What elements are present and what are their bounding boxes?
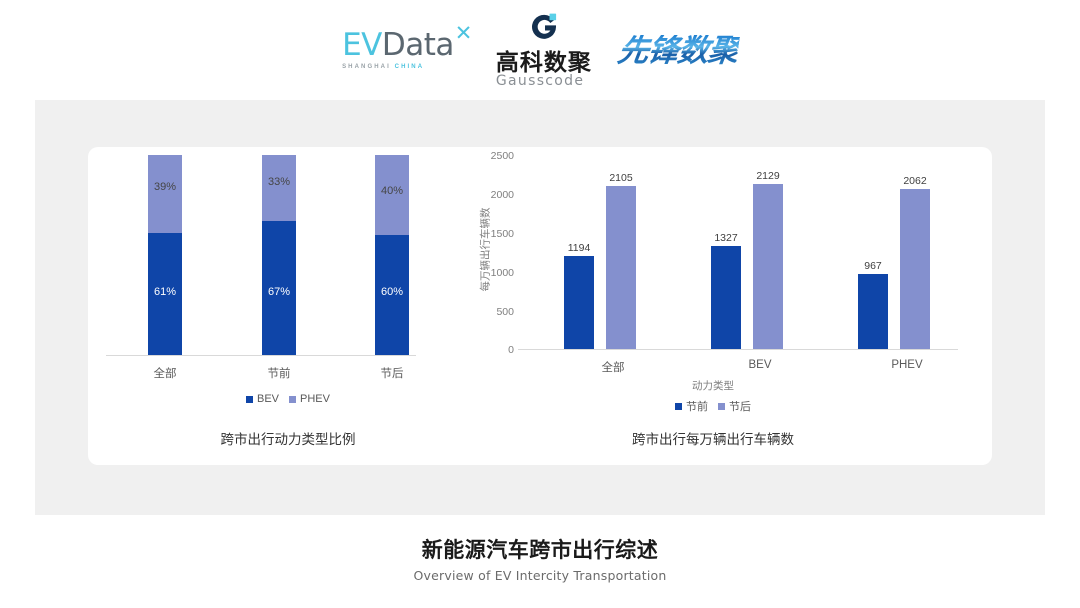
right-chart-y-axis-title: 每万辆出行车辆数 <box>479 207 492 292</box>
left-chart-axis <box>106 355 416 356</box>
right-chart-x-axis-title: 动力类型 <box>692 380 734 392</box>
footer-title-en: Overview of EV Intercity Transportation <box>413 568 667 583</box>
right-ytick-0: 0 <box>508 344 514 356</box>
left-cat-label-0: 全部 <box>153 368 177 380</box>
bar-jiehou-1[interactable] <box>753 184 783 349</box>
legend-label-phev: PHEV <box>300 393 330 405</box>
footer-title-cn: 新能源汽车跨市出行综述 <box>421 539 659 562</box>
x-mark-icon: ✕ <box>454 21 473 45</box>
slide-footer: 新能源汽车跨市出行综述 Overview of EV Intercity Tra… <box>0 534 1080 583</box>
legend-item-phev[interactable]: PHEV <box>289 393 330 405</box>
legend-item-jiehou[interactable]: 节后 <box>718 398 751 414</box>
bar-value-jieqian-0: 1194 <box>567 242 591 254</box>
evdata-tagline-shanghai: SHANGHAI <box>342 64 391 70</box>
legend-item-jieqian[interactable]: 节前 <box>675 398 708 414</box>
left-bar-group-0: 39% 61% <box>148 155 182 355</box>
left-cat-label-1: 节前 <box>267 368 291 380</box>
right-ytick-2000: 2000 <box>490 189 514 201</box>
legend-swatch-jieqian <box>675 402 682 410</box>
right-bar-group-1: 1327 2129 <box>705 155 815 349</box>
right-ytick-2500: 2500 <box>490 150 514 162</box>
right-bar-group-0: 1194 2105 <box>558 155 668 349</box>
bar-label-bev-0: 61% <box>153 286 177 298</box>
logo-evdata: EVData ✕ SHANGHAI CHINA <box>342 23 472 71</box>
left-bar-group-1: 33% 67% <box>262 155 296 355</box>
left-bar-group-2: 40% 60% <box>375 155 409 355</box>
charts-card: 39% 61% 33% 67% 40% 60% <box>88 147 992 465</box>
bar-value-jieqian-2: 967 <box>864 260 882 272</box>
legend-label-jiehou: 节后 <box>729 401 751 413</box>
content-panel: 39% 61% 33% 67% 40% 60% <box>35 100 1045 515</box>
logo-xianfeng: 先锋数聚 <box>615 32 741 68</box>
chart-trips-per-10k: 每万辆出行车辆数 2500 2000 1500 1000 500 0 1194 … <box>468 147 992 465</box>
bar-value-jiehou-1: 2129 <box>756 170 780 182</box>
right-cat-label-0: 全部 <box>601 362 625 374</box>
bar-label-bev-2: 60% <box>380 286 404 298</box>
gausscode-g-icon <box>528 11 560 43</box>
legend-item-bev[interactable]: BEV <box>246 393 279 405</box>
legend-label-jieqian: 节前 <box>686 401 708 413</box>
bar-jiehou-2[interactable] <box>900 189 930 349</box>
right-cat-label-2: PHEV <box>891 359 923 371</box>
left-chart-caption: 跨市出行动力类型比例 <box>220 432 356 447</box>
bar-bev-0[interactable] <box>148 233 182 355</box>
evdata-tagline: SHANGHAI CHINA <box>342 64 454 70</box>
bar-bev-1[interactable] <box>262 221 296 355</box>
bar-jieqian-2[interactable] <box>858 274 888 349</box>
legend-swatch-bev <box>246 395 253 403</box>
evdata-tagline-china: CHINA <box>394 64 425 70</box>
bar-jiehou-0[interactable] <box>606 186 636 349</box>
evdata-wordmark-ev: EV <box>342 27 382 63</box>
bar-value-jieqian-1: 1327 <box>714 232 738 244</box>
bar-jieqian-0[interactable] <box>564 256 594 349</box>
bar-value-jiehou-0: 2105 <box>609 172 633 184</box>
right-chart-axis <box>518 349 958 350</box>
right-chart-legend: 节前 节后 <box>493 398 933 414</box>
gausscode-text: 高科数聚 Gausscode <box>496 50 592 89</box>
gausscode-name-cn: 高科数聚 <box>495 49 592 76</box>
chart-powertrain-share: 39% 61% 33% 67% 40% 60% <box>88 147 488 465</box>
xianfeng-wordmark: 先锋数聚 <box>615 32 741 68</box>
legend-swatch-jiehou <box>718 402 725 410</box>
right-ytick-500: 500 <box>496 306 514 318</box>
right-cat-label-1: BEV <box>748 359 772 371</box>
logo-bar: EVData ✕ SHANGHAI CHINA 高科数聚 Gausscode 先… <box>0 13 1080 88</box>
bar-value-jiehou-2: 2062 <box>903 175 927 187</box>
bar-label-phev-0: 39% <box>153 181 177 193</box>
right-bar-group-2: 967 2062 <box>852 155 962 349</box>
bar-label-phev-2: 40% <box>380 185 404 197</box>
logo-gausscode: 高科数聚 Gausscode <box>496 11 592 89</box>
right-ytick-1000: 1000 <box>490 267 514 279</box>
legend-swatch-phev <box>289 395 297 403</box>
bar-label-phev-1: 33% <box>267 176 291 188</box>
right-ytick-1500: 1500 <box>490 228 514 240</box>
evdata-wordmark: EVData ✕ <box>342 23 472 63</box>
left-cat-label-2: 节后 <box>380 368 404 380</box>
right-chart-caption: 跨市出行每万辆出行车辆数 <box>632 432 794 447</box>
legend-label-bev: BEV <box>257 393 280 405</box>
evdata-wordmark-data: Data <box>381 27 455 63</box>
left-chart-legend: BEV PHEV <box>88 393 488 405</box>
bar-bev-2[interactable] <box>375 235 409 355</box>
gausscode-name-en: Gausscode <box>495 73 585 90</box>
bar-jieqian-1[interactable] <box>711 246 741 349</box>
bar-label-bev-1: 67% <box>267 286 291 298</box>
